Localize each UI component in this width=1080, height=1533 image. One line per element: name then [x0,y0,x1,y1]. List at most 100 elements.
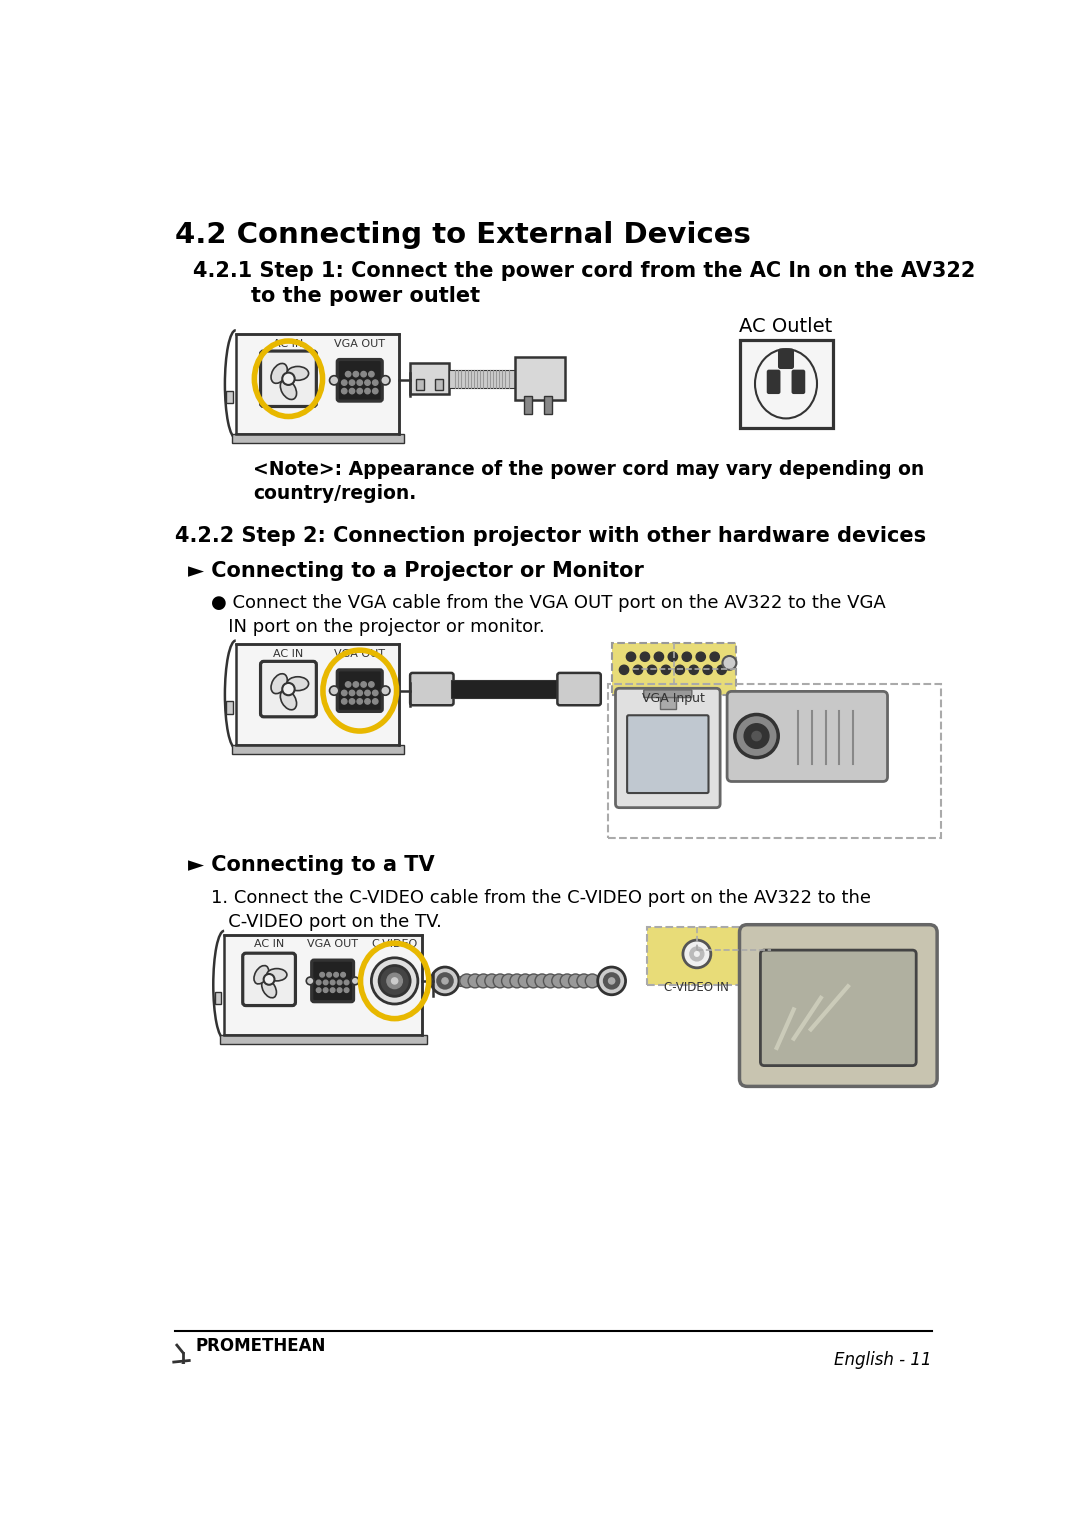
FancyBboxPatch shape [557,673,600,705]
Circle shape [392,978,397,984]
Circle shape [357,380,363,385]
FancyBboxPatch shape [647,927,747,984]
Circle shape [717,665,727,675]
Ellipse shape [271,363,287,383]
Circle shape [337,980,342,984]
Ellipse shape [287,676,309,691]
Circle shape [527,973,541,987]
Circle shape [282,682,295,696]
Text: VGA Input: VGA Input [643,693,705,705]
Circle shape [346,371,351,377]
Text: ► Connecting to a TV: ► Connecting to a TV [188,855,434,875]
Circle shape [661,665,671,675]
Circle shape [710,652,719,661]
Circle shape [703,665,713,675]
Circle shape [323,987,328,992]
Circle shape [675,665,685,675]
Circle shape [647,665,657,675]
Text: country/region.: country/region. [253,484,416,503]
Circle shape [585,973,599,987]
Circle shape [485,973,499,987]
FancyBboxPatch shape [235,334,399,434]
Circle shape [316,987,321,992]
Circle shape [373,388,378,394]
FancyBboxPatch shape [727,691,888,782]
Bar [227,391,232,403]
Circle shape [307,977,314,984]
Circle shape [690,947,704,961]
FancyBboxPatch shape [312,960,353,1001]
Circle shape [373,699,378,704]
Bar [449,369,515,388]
FancyBboxPatch shape [779,350,793,368]
Circle shape [501,973,515,987]
Circle shape [577,973,591,987]
Circle shape [316,980,321,984]
Bar [232,745,404,754]
FancyBboxPatch shape [627,716,708,793]
FancyBboxPatch shape [515,357,565,400]
Circle shape [476,973,490,987]
FancyBboxPatch shape [225,935,422,1035]
Circle shape [640,652,649,661]
Circle shape [619,665,629,675]
Circle shape [518,973,532,987]
Text: <Note>: Appearance of the power cord may vary depending on: <Note>: Appearance of the power cord may… [253,460,924,478]
Bar [544,396,552,414]
Circle shape [323,980,328,984]
Text: VGA OUT: VGA OUT [307,940,359,949]
Ellipse shape [271,673,287,693]
Circle shape [365,690,370,696]
FancyBboxPatch shape [740,924,937,1087]
Text: 4.2.1 Step 1: Connect the power cord from the AC In on the AV322: 4.2.1 Step 1: Connect the power cord fro… [193,261,975,281]
Circle shape [345,980,349,984]
Circle shape [365,699,370,704]
Circle shape [320,972,324,977]
Ellipse shape [287,366,309,380]
Bar [524,396,531,414]
Circle shape [442,978,448,984]
Circle shape [349,690,354,696]
Bar [220,1035,428,1044]
FancyBboxPatch shape [760,950,916,1065]
Circle shape [372,958,418,1004]
FancyBboxPatch shape [260,661,316,717]
Circle shape [535,973,549,987]
FancyBboxPatch shape [644,690,692,698]
Circle shape [351,977,359,984]
Bar [660,693,676,710]
Ellipse shape [755,350,816,419]
Circle shape [380,685,390,696]
Circle shape [365,388,370,394]
Circle shape [387,973,403,989]
Text: English - 11: English - 11 [834,1351,932,1369]
Bar [215,992,221,1004]
Circle shape [330,980,335,984]
FancyBboxPatch shape [435,379,443,389]
Circle shape [468,973,482,987]
Circle shape [494,973,508,987]
Circle shape [431,967,459,995]
Circle shape [349,388,354,394]
Circle shape [349,380,354,385]
Text: AC IN: AC IN [273,648,303,659]
Circle shape [683,940,711,967]
Text: PROMETHEAN: PROMETHEAN [195,1337,326,1355]
Text: 4.2 Connecting to External Devices: 4.2 Connecting to External Devices [175,221,752,248]
FancyBboxPatch shape [235,644,399,745]
Circle shape [552,973,566,987]
Bar [227,702,232,714]
Circle shape [604,973,619,989]
Circle shape [689,665,699,675]
Circle shape [327,972,332,977]
Circle shape [365,380,370,385]
Circle shape [744,724,769,748]
Text: VGA OUT: VGA OUT [334,648,386,659]
Circle shape [345,987,349,992]
Circle shape [349,699,354,704]
FancyBboxPatch shape [793,371,805,392]
Circle shape [368,371,374,377]
FancyBboxPatch shape [243,954,296,1006]
Circle shape [723,656,737,670]
FancyBboxPatch shape [740,339,833,428]
